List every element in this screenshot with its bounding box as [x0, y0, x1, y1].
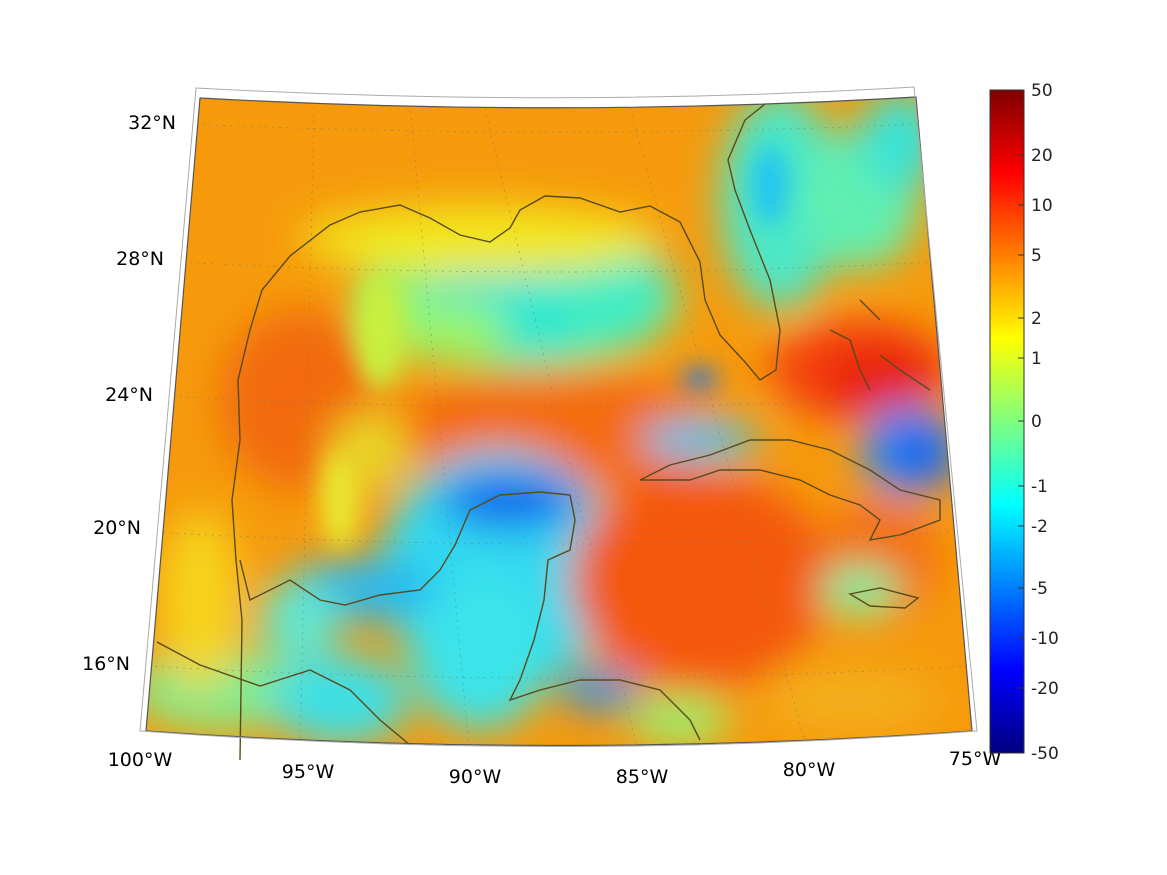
lon-label-75: 75°W — [949, 748, 1002, 770]
lon-label-85: 85°W — [616, 766, 669, 788]
bahamas — [829, 299, 931, 391]
colorbar-tick-label: -10 — [1031, 629, 1059, 649]
lat-label-32: 32°N — [128, 112, 176, 134]
map-outer-frame — [139, 86, 978, 747]
colorbar-tick-label: -50 — [1031, 744, 1059, 764]
colorbar-tick-label: -1 — [1031, 477, 1048, 497]
latitude-labels: 32°N 28°N 24°N 20°N 16°N — [82, 112, 176, 675]
lat-label-24: 24°N — [105, 384, 153, 406]
lon-label-90: 90°W — [449, 766, 502, 788]
lat-label-20: 20°N — [93, 517, 141, 539]
mexico-coast — [239, 491, 701, 741]
lat-label-16: 16°N — [82, 653, 130, 675]
value-regions — [146, 97, 960, 745]
lat-label-28: 28°N — [116, 248, 164, 270]
colorbar-tick-label: 50 — [1031, 81, 1053, 101]
florida-east-coast — [727, 103, 781, 381]
us-gulf-coast — [231, 195, 761, 761]
cuba — [639, 439, 941, 541]
jamaica — [848, 587, 920, 609]
lon-label-100: 100°W — [108, 749, 173, 771]
coastlines — [156, 103, 941, 761]
graticule — [147, 99, 969, 746]
colorbar-tick-label: 5 — [1031, 246, 1042, 266]
colorbar-tick-label: -2 — [1031, 517, 1048, 537]
colorbar-tick-label: 1 — [1031, 349, 1042, 369]
lon-label-80: 80°W — [783, 759, 836, 781]
colorbar-tick-label: 2 — [1031, 309, 1042, 329]
longitude-labels: 100°W 95°W 90°W 85°W 80°W 75°W — [108, 748, 1002, 788]
map-field — [146, 97, 972, 746]
colorbar-tick-label: -5 — [1031, 579, 1048, 599]
colorbar-tick-label: -20 — [1031, 679, 1059, 699]
pacific-coast — [156, 641, 411, 746]
colorbar-tick-label: 20 — [1031, 146, 1053, 166]
value-details — [320, 145, 788, 550]
lon-label-95: 95°W — [282, 761, 335, 783]
colorbar-tick-label: 0 — [1031, 412, 1042, 432]
colorbar-tick-label: 10 — [1031, 196, 1053, 216]
